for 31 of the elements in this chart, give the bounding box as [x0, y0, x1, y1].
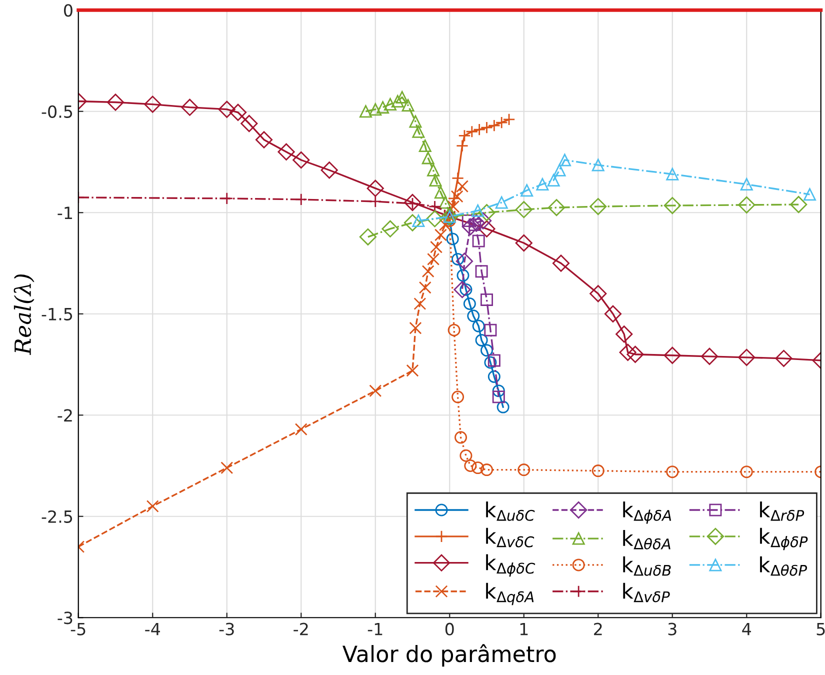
x-tick-label: 0: [445, 622, 454, 636]
x-tick-label: -3: [219, 622, 234, 636]
y-tick-label: -2.5: [42, 510, 72, 523]
legend-label: k$_{ΔqδA}$: [486, 582, 534, 606]
x-tick-label: 5: [816, 623, 825, 636]
y-tick-label: -0.5: [42, 105, 72, 118]
legend-label: k$_{ΔuδB}$: [623, 556, 671, 576]
legend-label: k$_{ΔθδA}$: [623, 530, 670, 550]
x-tick-label: 3: [668, 622, 676, 636]
y-tick-label: -3: [58, 612, 72, 624]
legend-label: k$_{ΔuδC}$: [486, 501, 535, 521]
legend-label: k$_{ΔϕδA}$: [623, 501, 672, 524]
x-tick-label: -2: [294, 622, 308, 636]
x-tick-label: 4: [742, 623, 751, 636]
x-tick-label: 1: [520, 623, 528, 636]
legend-label: k$_{ΔθδP}$: [760, 556, 808, 576]
x-tick-label: -4: [145, 623, 160, 636]
legend-label: k$_{ΔrδP}$: [760, 501, 804, 521]
x-tick-label: -1: [368, 623, 382, 636]
y-tick-label: -1: [58, 206, 72, 219]
y-axis-title: Real(λ): [14, 274, 34, 356]
legend-label: k$_{ΔvδP}$: [623, 582, 670, 602]
y-tick-label: 0: [64, 4, 72, 17]
y-tick-label: -2: [58, 409, 72, 422]
x-tick-label: -5: [70, 623, 86, 636]
x-axis-title: Valor do parâmetro: [342, 644, 556, 667]
legend-label: k$_{ΔϕδP}$: [760, 528, 808, 550]
legend-label: k$_{ΔvδC}$: [486, 528, 534, 548]
x-tick-label: 2: [594, 622, 602, 636]
legend-label: k$_{ΔϕδC}$: [486, 554, 536, 577]
y-tick-label: -1.5: [42, 308, 72, 320]
